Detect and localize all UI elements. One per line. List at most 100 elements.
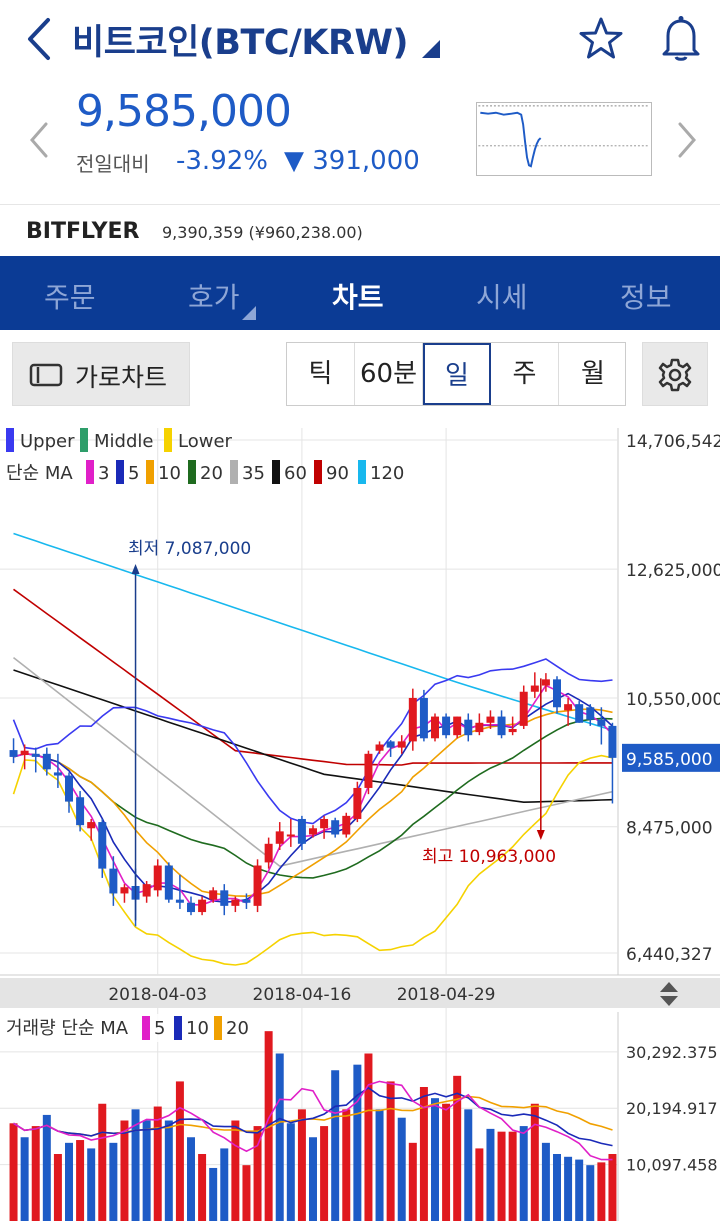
candle-body bbox=[575, 704, 584, 723]
volume-bar bbox=[275, 1053, 284, 1221]
volume-bar bbox=[375, 1109, 384, 1221]
period-tick[interactable]: 틱 bbox=[287, 343, 355, 405]
volume-bar bbox=[175, 1081, 184, 1221]
candle-body bbox=[220, 890, 229, 906]
period-60min[interactable]: 60분 bbox=[355, 343, 423, 405]
bell-icon[interactable] bbox=[658, 14, 704, 62]
star-icon[interactable] bbox=[578, 16, 624, 62]
volume-bar bbox=[76, 1140, 85, 1221]
candle-body bbox=[486, 716, 495, 723]
y-tick-label: 14,706,542 bbox=[626, 432, 720, 452]
legend-swatch bbox=[314, 460, 322, 484]
candle-body bbox=[353, 787, 362, 819]
volume-bar bbox=[20, 1137, 29, 1221]
candle-body bbox=[320, 818, 329, 829]
candle-body bbox=[475, 722, 484, 733]
volume-bar bbox=[442, 1103, 451, 1221]
volume-bar bbox=[164, 1120, 173, 1221]
legend-label: 20 bbox=[226, 1018, 249, 1039]
volume-bar bbox=[65, 1142, 73, 1221]
candle-body bbox=[53, 772, 62, 776]
volume-bar bbox=[109, 1142, 118, 1221]
legend-label: 35 bbox=[242, 463, 265, 484]
exchange-row: BITFLYER 9,390,359 (¥960,238.00) bbox=[0, 204, 720, 256]
candle-body bbox=[31, 753, 40, 757]
volume-bar bbox=[397, 1117, 406, 1221]
volume-bar bbox=[575, 1159, 584, 1221]
candle-body bbox=[242, 899, 251, 903]
candle-body bbox=[375, 744, 384, 751]
mini-price-chart[interactable] bbox=[476, 102, 652, 176]
period-selector: 틱 60분 일 주 월 bbox=[286, 342, 626, 406]
volume-bar bbox=[209, 1167, 218, 1221]
candle-body bbox=[342, 815, 351, 835]
current-price-label: 9,585,000 bbox=[626, 750, 713, 770]
volume-bar bbox=[253, 1126, 262, 1221]
candle-body bbox=[431, 716, 439, 739]
volume-bar bbox=[464, 1109, 473, 1221]
candle-body bbox=[231, 899, 240, 906]
chart-settings-button[interactable] bbox=[642, 342, 708, 406]
period-week[interactable]: 주 bbox=[491, 343, 559, 405]
y-tick-label: 6,440,327 bbox=[626, 945, 713, 965]
ma-legend-title: 단순 MA bbox=[6, 463, 73, 484]
legend-swatch bbox=[272, 460, 280, 484]
volume-bar bbox=[408, 1142, 417, 1221]
legend-swatch bbox=[116, 460, 124, 484]
exchange-name: BITFLYER bbox=[26, 219, 140, 244]
legend-label: 90 bbox=[326, 463, 349, 484]
dropdown-caret-icon[interactable] bbox=[422, 40, 440, 58]
volume-bar bbox=[131, 1109, 140, 1221]
candle-body bbox=[65, 775, 73, 802]
volume-bar bbox=[364, 1053, 373, 1221]
legend-label: Lower bbox=[178, 431, 233, 452]
price-chart[interactable]: 14,706,542 12,625,000 10,550,000 8,475,000 6… bbox=[0, 420, 720, 1221]
volume-bar bbox=[564, 1156, 573, 1221]
candle-body bbox=[586, 707, 595, 720]
chevron-left-icon[interactable] bbox=[20, 14, 60, 64]
legend-label: 60 bbox=[284, 463, 307, 484]
page-title[interactable]: 비트코인(BTC/KRW) bbox=[72, 23, 409, 63]
tab-chart[interactable]: 차트 bbox=[332, 281, 384, 314]
candle-body bbox=[209, 890, 218, 900]
period-day[interactable]: 일 bbox=[423, 343, 491, 405]
chart-container[interactable]: 14,706,542 12,625,000 10,550,000 8,475,000 6… bbox=[0, 420, 720, 1221]
tab-orderbook[interactable]: 호가 bbox=[188, 281, 240, 314]
volume-bar bbox=[519, 1126, 528, 1221]
candle-body bbox=[453, 716, 462, 736]
resize-up-icon bbox=[660, 982, 678, 992]
candle-body bbox=[508, 728, 517, 733]
candle-body bbox=[297, 818, 306, 844]
volume-bar bbox=[342, 1109, 351, 1221]
date-axis-strip bbox=[0, 978, 720, 1008]
legend-label: Upper bbox=[20, 431, 75, 452]
period-month[interactable]: 월 bbox=[581, 359, 605, 389]
volume-bar bbox=[187, 1137, 195, 1221]
legend-swatch bbox=[146, 460, 154, 484]
landscape-label: 가로차트 bbox=[75, 363, 168, 392]
candle-body bbox=[42, 753, 51, 770]
candle-body bbox=[331, 820, 340, 835]
candle-body bbox=[187, 902, 195, 913]
volume-bar bbox=[297, 1109, 306, 1221]
volume-bar bbox=[475, 1148, 484, 1221]
volume-bar bbox=[530, 1103, 539, 1221]
tab-info[interactable]: 정보 bbox=[620, 281, 672, 314]
chevron-right-icon[interactable] bbox=[676, 122, 698, 158]
landscape-chart-button[interactable]: 가로차트 bbox=[12, 342, 190, 406]
chevron-left-icon[interactable] bbox=[28, 122, 50, 158]
volume-tick-label: 10,097.458 bbox=[626, 1156, 718, 1175]
tab-market[interactable]: 시세 bbox=[476, 281, 528, 314]
candle-body bbox=[98, 822, 107, 869]
candle-body bbox=[497, 716, 506, 736]
candle-body bbox=[519, 691, 528, 726]
ma60-line bbox=[13, 669, 613, 804]
candle-body bbox=[541, 679, 550, 686]
y-tick-label: 8,475,000 bbox=[626, 819, 713, 839]
legend-label: 120 bbox=[370, 463, 404, 484]
volume-bar bbox=[541, 1142, 550, 1221]
candle-body bbox=[553, 679, 561, 708]
legend-swatch bbox=[164, 428, 172, 452]
candle-body bbox=[530, 685, 539, 692]
tab-order[interactable]: 주문 bbox=[44, 281, 96, 314]
